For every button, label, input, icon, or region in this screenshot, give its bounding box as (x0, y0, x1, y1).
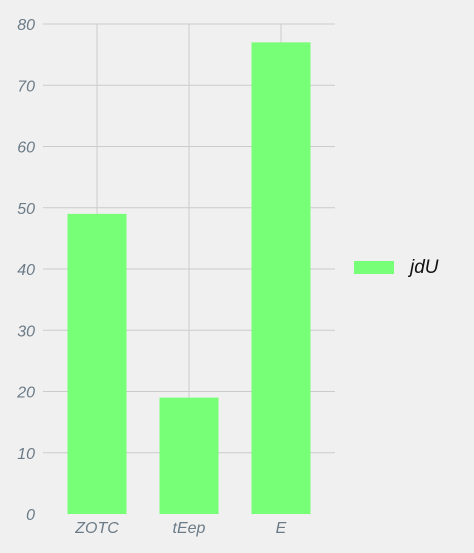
y-axis-ticks: 0 10 20 30 40 50 60 70 80 (16, 17, 35, 524)
y-tick-label: 0 (26, 507, 35, 524)
y-tick-label: 60 (17, 140, 35, 157)
x-tick-label: tEep (173, 520, 206, 537)
y-tick-label: 20 (16, 385, 35, 402)
y-tick-label: 70 (17, 78, 35, 95)
y-tick-label: 40 (17, 262, 35, 279)
y-tick-label: 10 (17, 446, 35, 463)
legend-label: jdU (407, 257, 439, 278)
legend: jdU (354, 257, 439, 278)
y-tick-label: 30 (17, 323, 35, 340)
legend-swatch (354, 261, 394, 274)
y-tick-label: 80 (17, 17, 35, 34)
x-tick-label: E (276, 520, 287, 537)
bar-tEep (159, 397, 219, 514)
y-tick-label: 50 (17, 201, 35, 218)
bars (67, 42, 311, 514)
bar-E (251, 42, 311, 514)
x-axis-ticks: ZOTC tEep E (74, 520, 286, 537)
x-tick-label: ZOTC (74, 520, 119, 537)
bar-ZOTC (67, 213, 127, 514)
